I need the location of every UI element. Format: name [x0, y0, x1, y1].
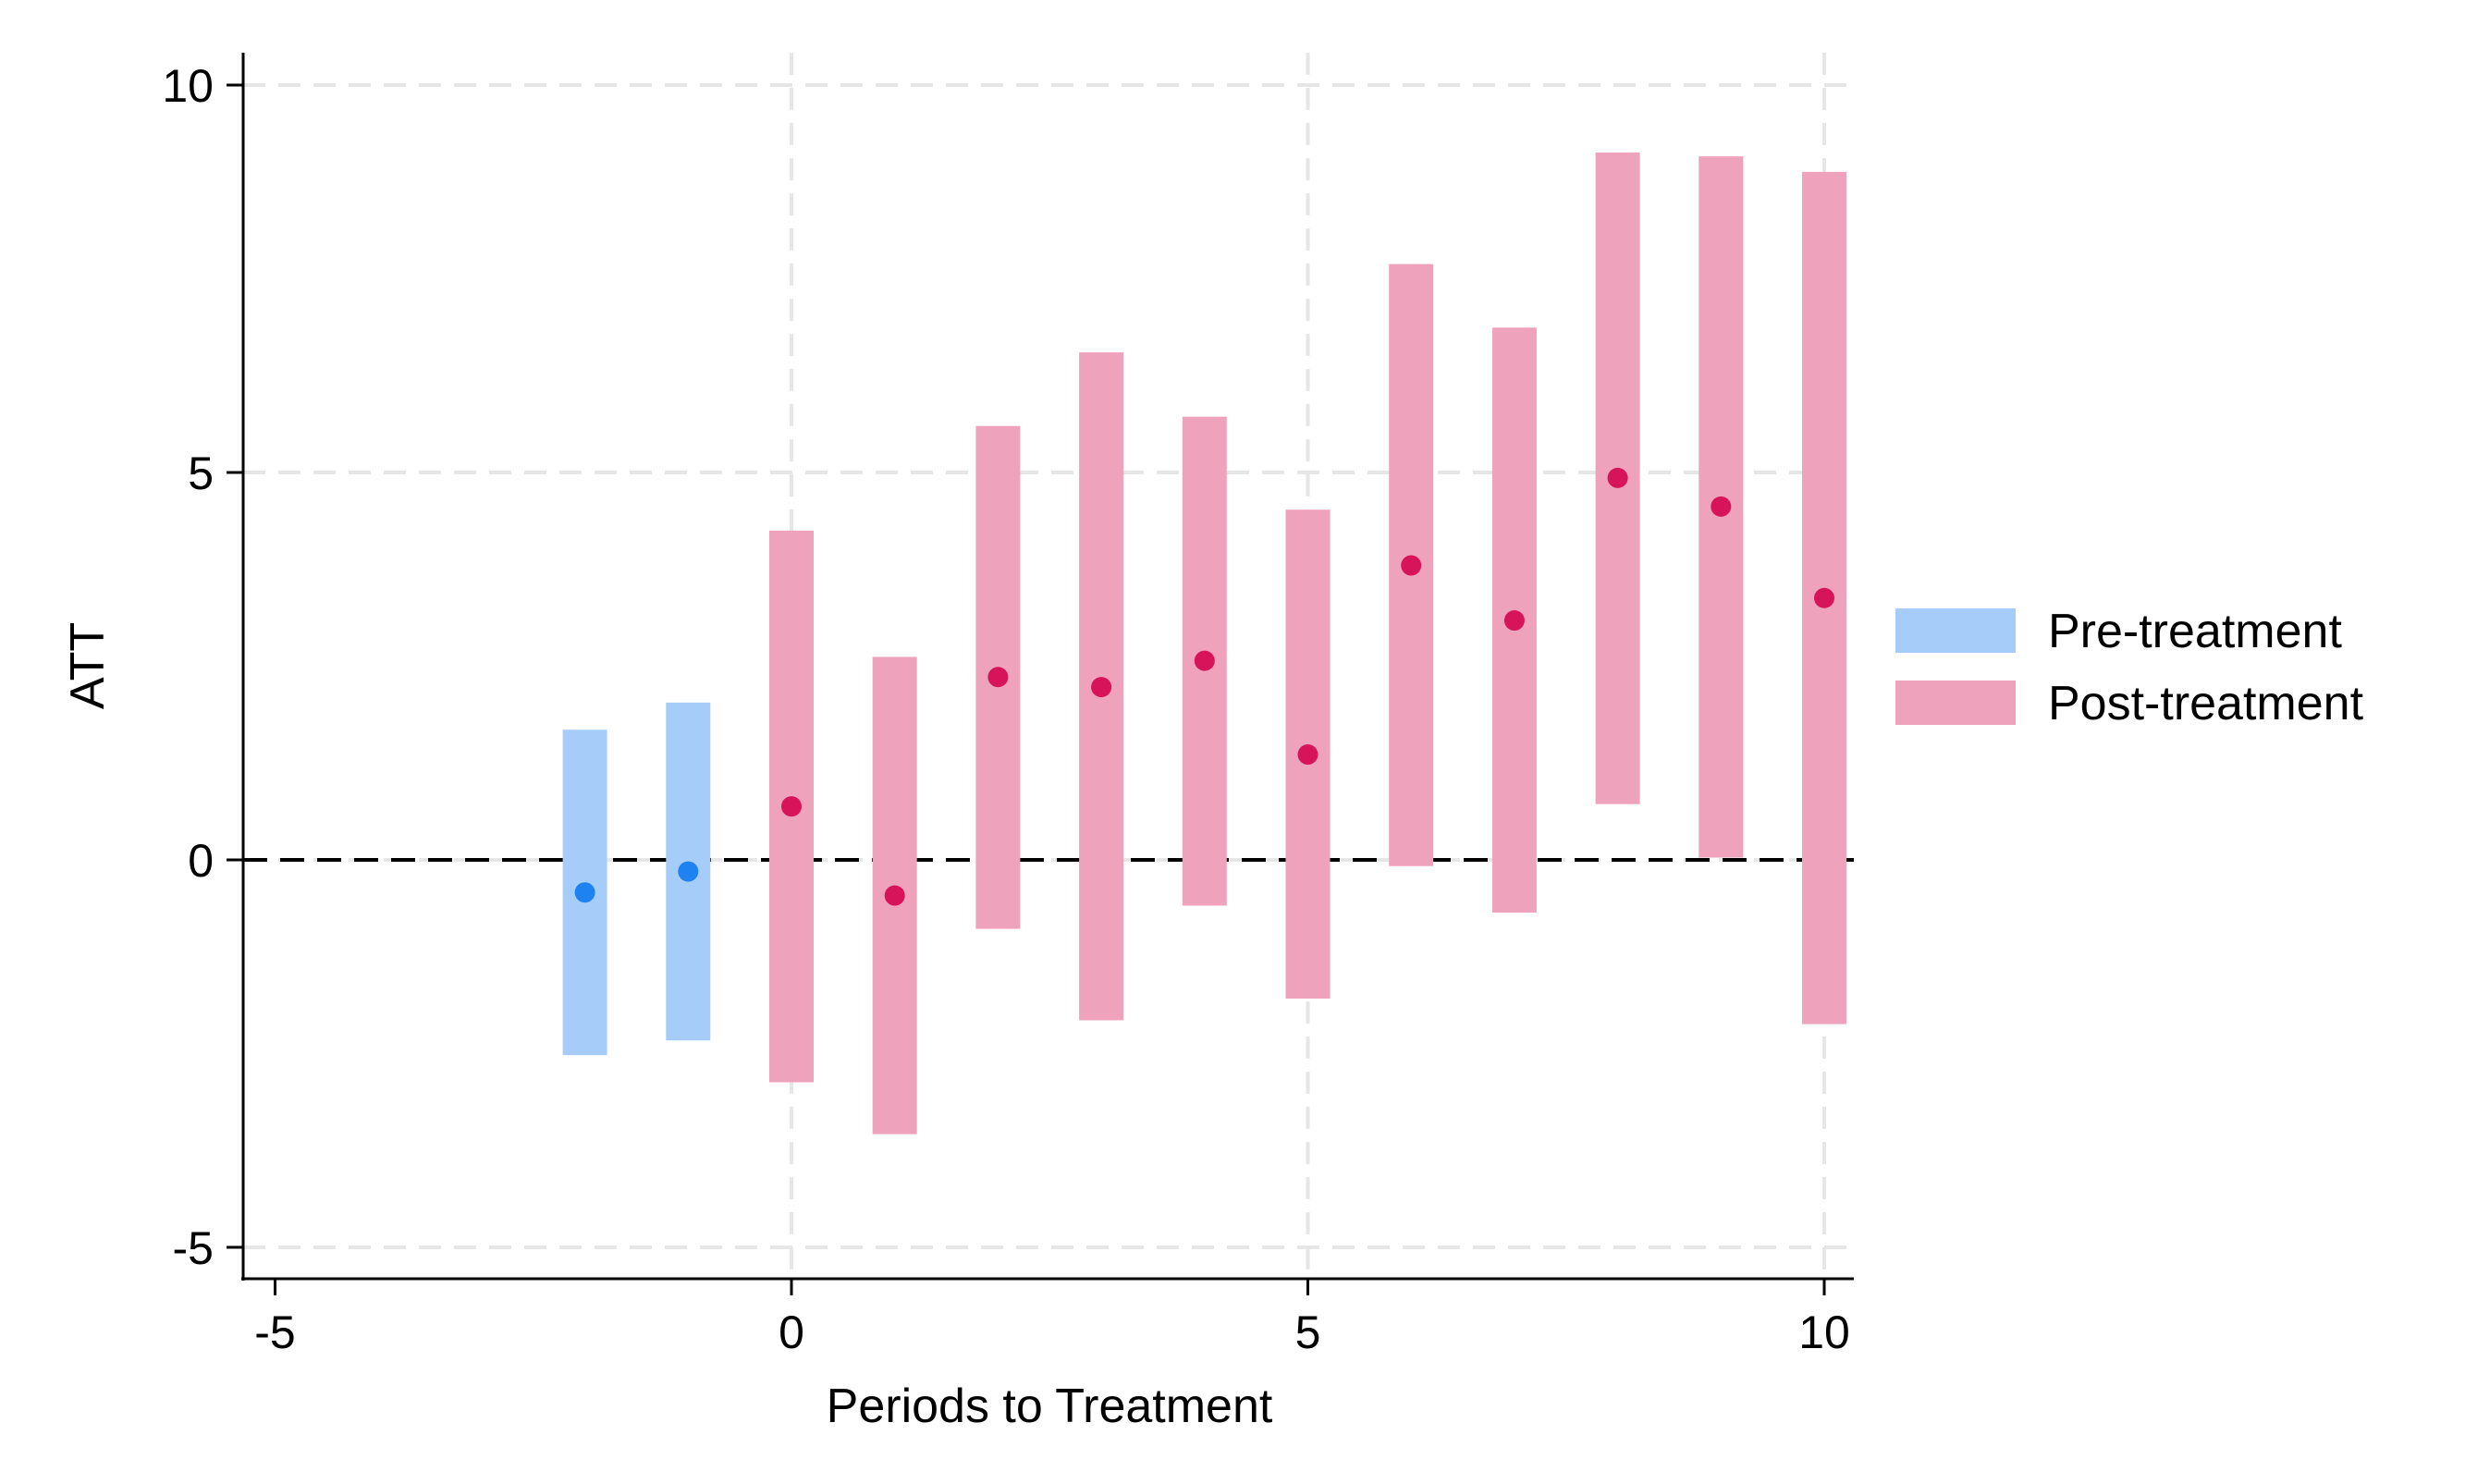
point-estimate	[574, 882, 595, 903]
x-tick-label: -5	[254, 1306, 295, 1358]
point-estimates	[574, 467, 1834, 906]
legend: Pre-treatment Post-treatment	[1895, 605, 2364, 730]
point-estimate	[1503, 610, 1525, 632]
y-tick-label: 0	[188, 835, 214, 887]
y-tick-label: 10	[162, 60, 214, 112]
legend-swatch	[1895, 681, 2016, 725]
point-estimate	[1401, 555, 1422, 576]
legend-label: Pre-treatment	[2048, 605, 2342, 658]
y-axis-title: ATT	[61, 622, 115, 709]
point-estimate	[781, 796, 802, 817]
x-tick-label: 10	[1798, 1306, 1850, 1358]
x-tick-label: 0	[779, 1306, 804, 1358]
legend-label: Post-treatment	[2048, 677, 2364, 730]
point-estimate	[1607, 467, 1628, 488]
point-estimate	[1711, 496, 1732, 517]
point-estimate	[884, 885, 905, 906]
point-estimate	[1091, 677, 1112, 698]
point-estimate	[987, 667, 1009, 688]
confidence-intervals	[562, 152, 1846, 1134]
point-estimate	[1814, 587, 1834, 608]
x-tick-label: 5	[1295, 1306, 1321, 1358]
point-estimate	[1194, 650, 1215, 671]
axes: -5 0 5 10 -5 0 5 10	[162, 53, 1854, 1358]
point-estimate	[678, 861, 699, 882]
y-tick-label: 5	[188, 448, 214, 499]
x-axis-title: Periods to Treatment	[827, 1380, 1273, 1433]
legend-swatch	[1895, 608, 2016, 653]
y-tick-label: -5	[173, 1222, 214, 1274]
point-estimate	[1297, 744, 1318, 766]
